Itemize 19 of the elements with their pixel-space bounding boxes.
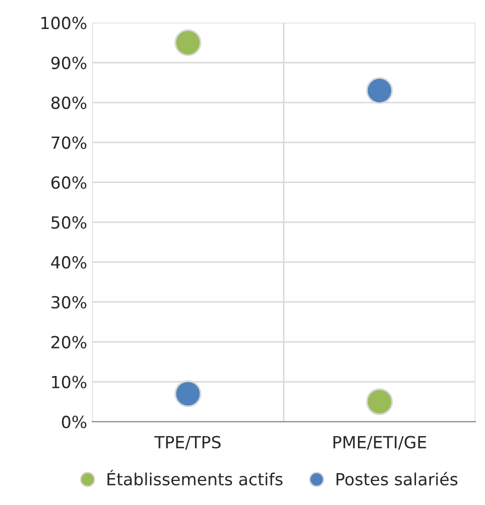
legend-label: Postes salariés	[336, 472, 458, 486]
legend-label: Établissements actifs	[108, 470, 282, 486]
y-tick-label: 50%	[52, 216, 86, 229]
point	[366, 77, 393, 104]
y-tick-label: 40%	[51, 256, 86, 269]
x-tick-label: PME/ETI/GE	[334, 436, 426, 450]
point	[174, 29, 202, 56]
y-tick-label: 60%	[51, 176, 86, 189]
y-tick-label: 70%	[52, 136, 86, 149]
y-tick-label: 0%	[62, 416, 86, 428]
x-tick-label: TPE/TPS	[154, 436, 221, 450]
point	[174, 380, 202, 408]
y-tick-label: 10%	[52, 376, 86, 388]
y-tick-label: 30%	[52, 296, 86, 309]
y-tick-label: 90%	[51, 56, 86, 70]
y-tick-label: 80%	[51, 96, 86, 110]
y-tick-label: 20%	[51, 336, 86, 348]
point	[366, 388, 393, 416]
y-tick-label: 100%	[41, 16, 86, 30]
